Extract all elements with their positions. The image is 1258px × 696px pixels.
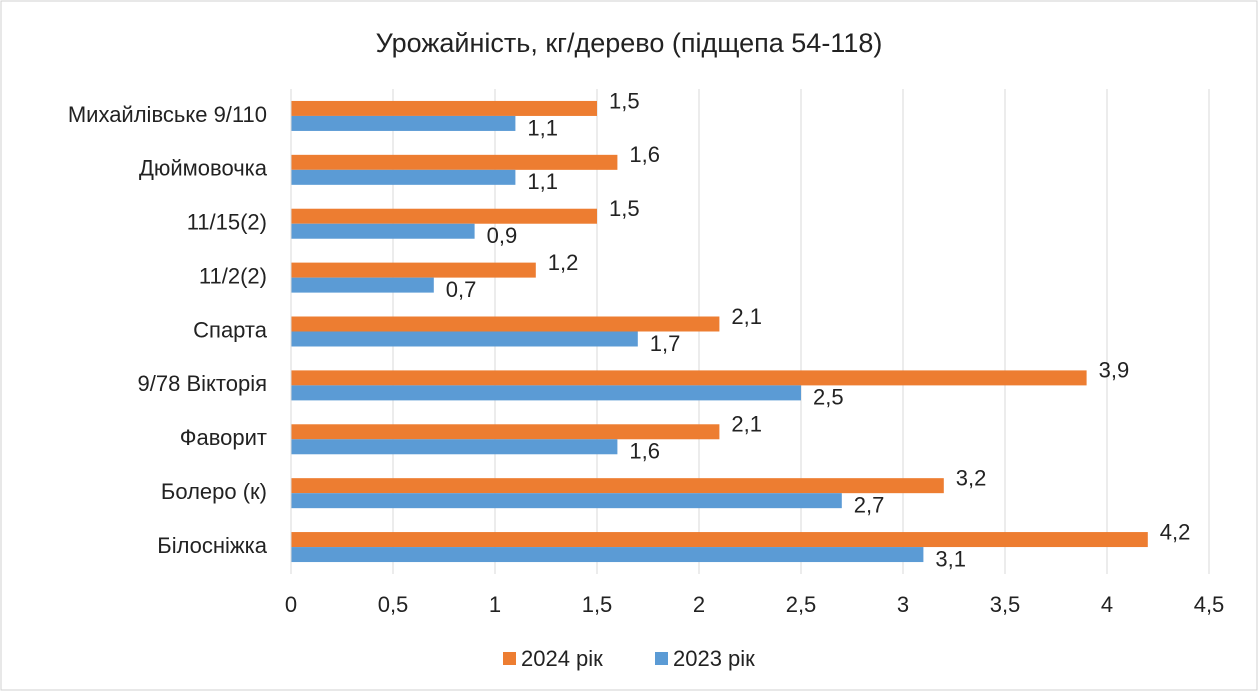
- legend-label: 2024 рік: [521, 646, 603, 671]
- bar: [291, 223, 475, 239]
- bar: [291, 385, 801, 401]
- bar: [291, 493, 842, 509]
- bar: [291, 208, 597, 224]
- x-tick-label: 2,5: [786, 592, 817, 617]
- x-tick-label: 0: [285, 592, 297, 617]
- x-tick-label: 4: [1101, 592, 1113, 617]
- bar: [291, 532, 1148, 548]
- y-tick-label: 11/15(2): [187, 210, 267, 235]
- bar: [291, 169, 516, 185]
- y-tick-label: 9/78 Вікторія: [138, 371, 267, 396]
- value-label: 0,7: [446, 277, 477, 302]
- bar: [291, 439, 618, 455]
- y-tick-label: Дюймовочка: [139, 156, 268, 181]
- value-label: 2,1: [731, 304, 762, 329]
- value-label: 3,9: [1099, 358, 1130, 383]
- legend-label: 2023 рік: [673, 646, 755, 671]
- bar: [291, 424, 720, 440]
- bar: [291, 154, 618, 170]
- bar: [291, 115, 516, 131]
- bar: [291, 262, 536, 278]
- legend-swatch: [503, 652, 516, 665]
- value-label: 1,2: [548, 250, 579, 275]
- value-label: 1,6: [629, 439, 660, 464]
- value-label: 1,1: [527, 169, 558, 194]
- y-tick-label: Спарта: [193, 317, 268, 342]
- bar: [291, 331, 638, 347]
- value-label: 2,7: [854, 492, 885, 517]
- chart-title: Урожайність, кг/дерево (підщепа 54-118): [376, 28, 883, 58]
- y-tick-label: Білосніжка: [157, 533, 268, 558]
- y-tick-label: 11/2(2): [199, 263, 267, 288]
- y-tick-label: Болеро (к): [161, 479, 267, 504]
- value-label: 1,1: [527, 115, 558, 140]
- bar: [291, 100, 597, 116]
- x-tick-label: 4,5: [1194, 592, 1225, 617]
- x-tick-label: 1: [489, 592, 501, 617]
- value-label: 4,2: [1160, 519, 1191, 544]
- bar: [291, 277, 434, 293]
- value-label: 3,1: [935, 546, 966, 571]
- x-tick-label: 2: [693, 592, 705, 617]
- value-label: 3,2: [956, 465, 987, 490]
- x-tick-label: 1,5: [582, 592, 613, 617]
- bar: [291, 370, 1087, 386]
- x-tick-label: 0,5: [378, 592, 409, 617]
- bar: [291, 547, 924, 563]
- value-label: 1,5: [609, 196, 640, 221]
- y-tick-label: Михайлівське 9/110: [68, 102, 267, 127]
- y-tick-label: Фаворит: [180, 425, 267, 450]
- value-label: 1,7: [650, 331, 681, 356]
- x-tick-label: 3: [897, 592, 909, 617]
- x-tick-label: 3,5: [990, 592, 1021, 617]
- value-label: 2,1: [731, 412, 762, 437]
- bar: [291, 316, 720, 332]
- value-label: 1,6: [629, 142, 660, 167]
- value-label: 1,5: [609, 88, 640, 113]
- legend-swatch: [655, 652, 668, 665]
- bar: [291, 478, 944, 494]
- value-label: 0,9: [487, 223, 518, 248]
- value-label: 2,5: [813, 385, 844, 410]
